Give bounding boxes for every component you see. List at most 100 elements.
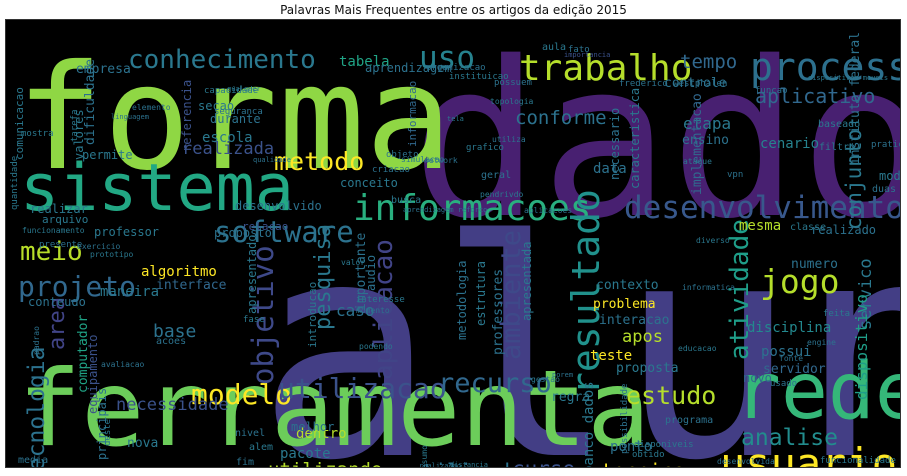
word-metodo: metodo (274, 147, 364, 176)
word-informatica: informatica (682, 283, 735, 292)
word-interface: interface (156, 278, 227, 293)
word-empresa: empresa (76, 62, 131, 77)
word-organizacao: organizacao (426, 63, 486, 73)
word-criacao: criacao (372, 165, 410, 175)
word-curso: curso (512, 457, 575, 467)
word-meio: meio (20, 237, 83, 267)
word-fato: fato (568, 45, 590, 55)
word-area: area (45, 297, 70, 350)
word-programa: programa (665, 415, 713, 426)
word-servidor: servidor (763, 362, 826, 377)
word-data: data (593, 161, 627, 177)
word-tecnologia: tecnologia (24, 347, 50, 467)
word-pendrivdo: pendrivdo (480, 190, 524, 199)
word-utilizando: utilizando (268, 459, 382, 467)
word-baseado: baseado (818, 119, 860, 130)
word-valor: valor (341, 258, 365, 267)
chart-title: Palavras Mais Frequentes entre os artigo… (280, 3, 627, 17)
word-topologia: topologia (490, 97, 534, 106)
word-sistema: sistema (20, 151, 294, 226)
word-importancia: importancia (564, 51, 610, 59)
word-equipamento: equipamento (86, 335, 100, 414)
word-padrao: padrao (32, 326, 41, 355)
word-nova: nova (127, 436, 158, 451)
word-resumo: resumo (420, 445, 429, 467)
word-etapa: etapa (683, 114, 731, 133)
word-avaliacao: avaliacao (101, 360, 145, 369)
word-presente: presente (39, 240, 82, 250)
word-computador: computador (76, 315, 91, 393)
word-dispositivo: dispositivo (852, 294, 871, 400)
word-audio: audio (364, 255, 378, 291)
word-aluno: aluno (256, 177, 900, 467)
word-engine: engine (807, 338, 836, 347)
word-caracteristica: caracteristica (628, 88, 642, 189)
word-modelo: modelo (191, 378, 292, 411)
word-controle: controle (664, 76, 727, 91)
word-mesma: mesma (739, 218, 781, 234)
word-proposto: proposto (214, 226, 272, 240)
word-aplicacoes: aplicacoes (524, 206, 572, 215)
word-necessario: necessario (608, 108, 622, 180)
word-diferente: diferente (158, 464, 261, 467)
word-analise: analise (741, 425, 838, 451)
word-recurso: recurso (438, 368, 552, 399)
word-disciplina: disciplina (747, 320, 831, 336)
word-aprendizagem: aprendizagem (365, 61, 452, 75)
word-fim: fim (236, 457, 254, 467)
word-momento: momento (356, 306, 390, 315)
word-trabalho: trabalho (519, 48, 692, 89)
word-permite: permite (82, 148, 133, 162)
word-melhor: melhor (291, 420, 334, 434)
word-tempo: tempo (680, 51, 737, 73)
word-conjunto: conjunto (842, 129, 866, 230)
word-utiliza: utiliza (492, 135, 526, 144)
word-durante: durante (210, 112, 261, 126)
word-comunicacao: comunicacao (13, 87, 26, 160)
word-apresentada: apresentada (520, 242, 534, 321)
word-informacoes: informacoes (353, 188, 591, 229)
word-atividade: atividade (725, 219, 755, 360)
word-jogo: jogo (760, 262, 839, 301)
word-fase: fase (243, 315, 265, 325)
word-geral: geral (481, 170, 511, 181)
word-dispositivos-moveis: dispositivos moveis (808, 74, 888, 82)
word-professor: professor (94, 225, 159, 239)
word-tela: tela (447, 115, 464, 123)
word-deste: deste (103, 419, 113, 446)
word-introducao: introducao (306, 282, 319, 348)
word-rede: rede (734, 347, 900, 437)
word-ataque: ataque (683, 157, 712, 166)
word-teste: teste (590, 348, 632, 364)
word-internet: internet (94, 465, 171, 467)
word-realizar: realizar (30, 202, 88, 216)
word-importante: importante (354, 233, 369, 311)
word-base: base (153, 321, 196, 342)
word-servico: servico (856, 258, 876, 330)
word-conteudo: conteudo (28, 295, 86, 309)
word-porem: porem (552, 371, 573, 379)
word-desenvolvida: desenvolvida (717, 457, 775, 466)
word-funcionalidade: funcionalidade (820, 456, 896, 466)
word-linguagem: linguagem (111, 113, 149, 121)
word-exercicio: exercicio (77, 242, 121, 251)
word-conforme: conforme (515, 107, 607, 129)
word-software: software (214, 215, 354, 249)
word-vpn: vpn (727, 170, 743, 180)
word-distancia: distancia (450, 461, 488, 467)
word-usuario: usuario (720, 439, 897, 467)
word-modo: modo (879, 169, 900, 183)
word-desenvolvimento: desenvolvimento (624, 190, 900, 226)
word-aula: aula (542, 42, 566, 53)
word-feita: feita (823, 309, 850, 319)
word-usado: usado (770, 379, 797, 389)
word-funcao: funcao (755, 86, 788, 96)
word-possui: possui (761, 344, 812, 360)
word-principais: principais (95, 388, 109, 460)
word-aprendizagem-reforco: aprendizagem reforco (403, 206, 487, 214)
word-duas: duas (872, 184, 896, 195)
word-escola: escola (202, 130, 253, 146)
word-qualidade: qualidade (253, 156, 291, 164)
word-implementacao: implementacao (690, 93, 705, 195)
word-quantidade: quantidade (10, 156, 20, 210)
